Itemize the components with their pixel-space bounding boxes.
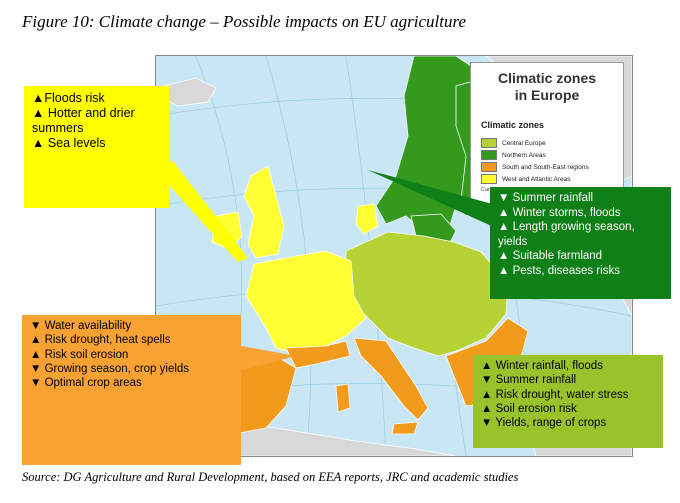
legend-item-west: West and Atlantic Areas: [481, 174, 571, 184]
impact-item: ▲ Sea levels: [32, 136, 106, 150]
impact-item: ▼ Yields, range of crops: [481, 417, 607, 430]
zone-west-ireland: [211, 211, 243, 251]
legend-label: Central Europe: [502, 139, 546, 147]
legend-swatch-south: [481, 162, 497, 172]
impact-item: ▲ Length growing season, yields: [498, 221, 635, 248]
land-iceland: [161, 77, 217, 107]
zone-west: [245, 250, 367, 357]
callout-northern: ▼ Summer rainfall ▲ Winter storms, flood…: [490, 187, 671, 299]
legend-label: South and South-East regions: [502, 163, 589, 171]
impact-item: ▲Floods risk: [32, 91, 105, 105]
zone-west-britain: [243, 165, 285, 259]
impact-item: ▲ Winter storms, floods: [498, 206, 621, 219]
legend-item-northern: Northern Areas: [481, 150, 546, 160]
impact-item: ▼ Water availability: [30, 320, 132, 332]
zone-south-france: [285, 340, 351, 369]
zone-south-italy: [353, 337, 429, 421]
legend-swatch-west: [481, 174, 497, 184]
impact-item: ▼ Growing season, crop yields: [30, 362, 190, 375]
callout-west-atlantic: ▲Floods risk ▲ Hotter and drier summers …: [24, 86, 169, 208]
zone-west-denmark: [355, 203, 379, 235]
legend-swatch-central: [481, 138, 497, 148]
legend-item-central: Central Europe: [481, 138, 546, 148]
source-note: Source: DG Agriculture and Rural Develop…: [22, 470, 519, 484]
zone-south-islands: [335, 383, 419, 435]
legend-title: Climatic zones in Europe: [497, 70, 597, 103]
impact-item: ▲ Pests, diseases risks: [498, 264, 620, 277]
impact-item: ▲ Risk drought, water stress: [481, 388, 629, 401]
impact-item: ▼ Summer rainfall: [498, 192, 594, 204]
legend-label: Northern Areas: [502, 151, 546, 159]
impact-item: ▼ Summer rainfall: [481, 374, 577, 387]
impact-item: ▲ Suitable farmland: [498, 250, 603, 262]
legend-label: West and Atlantic Areas: [502, 175, 571, 183]
impact-item: ▲ Winter rainfall, floods: [481, 360, 603, 372]
callout-south: ▼ Water availability ▲ Risk drought, hea…: [22, 315, 241, 465]
legend-item-south: South and South-East regions: [481, 162, 589, 172]
impact-item: ▲ Soil erosion risk: [481, 402, 577, 415]
figure-title: Figure 10: Climate change – Possible imp…: [22, 12, 466, 31]
impact-item: ▲ Risk soil erosion: [30, 348, 129, 361]
legend-subtitle: Climatic zones: [481, 120, 545, 130]
impact-item: ▲ Risk drought, heat spells: [30, 334, 171, 347]
impact-item: ▲ Hotter and drier summers: [32, 106, 135, 135]
map-legend: Climatic zones in Europe Climatic zones …: [470, 62, 624, 206]
callout-central: ▲ Winter rainfall, floods ▼ Summer rainf…: [473, 355, 663, 448]
legend-swatch-northern: [481, 150, 497, 160]
zone-central: [343, 231, 509, 357]
impact-item: ▼ Optimal crop areas: [30, 377, 142, 390]
